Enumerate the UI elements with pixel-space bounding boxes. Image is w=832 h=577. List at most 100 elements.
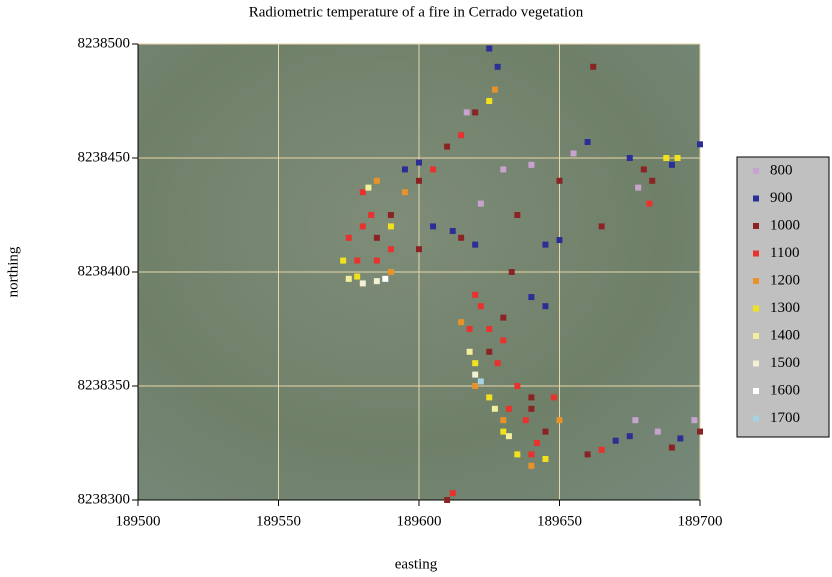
point: [632, 417, 639, 424]
point: [477, 303, 484, 310]
point: [646, 200, 653, 207]
point: [508, 269, 515, 275]
point: [528, 451, 535, 458]
point: [472, 360, 479, 367]
legend-label: 1700: [770, 410, 800, 426]
point: [472, 371, 479, 378]
point: [345, 275, 352, 282]
point: [491, 86, 498, 93]
point: [472, 383, 479, 389]
legend-label: 1300: [770, 300, 800, 316]
legend-label: 1500: [770, 355, 800, 371]
point: [584, 139, 591, 146]
point: [677, 435, 684, 442]
point: [663, 155, 670, 161]
point: [649, 177, 656, 184]
legend-swatch: [753, 333, 759, 339]
y-axis-label: northing: [5, 246, 21, 297]
point: [528, 294, 535, 301]
y-tick-label: 8238400: [78, 263, 131, 279]
point: [430, 223, 437, 230]
point: [458, 319, 465, 326]
legend-swatch: [753, 168, 759, 174]
legend-swatch: [753, 305, 759, 312]
point: [477, 200, 484, 207]
point: [486, 348, 493, 355]
y-tick-label: 8238300: [78, 491, 131, 507]
point: [691, 417, 698, 424]
point: [486, 326, 493, 332]
chart-title: Radiometric temperature of a fire in Cer…: [249, 4, 584, 20]
legend-swatch: [753, 278, 759, 284]
point: [382, 275, 389, 282]
point: [449, 490, 456, 497]
point: [612, 437, 619, 444]
point: [494, 63, 501, 70]
point: [491, 405, 498, 412]
point: [387, 223, 394, 230]
point: [444, 143, 451, 150]
point: [472, 291, 479, 298]
x-tick-label: 189550: [256, 513, 301, 529]
point: [359, 280, 366, 287]
point: [354, 257, 361, 264]
point: [522, 417, 529, 424]
point: [626, 155, 633, 161]
point: [416, 177, 422, 184]
point: [556, 177, 563, 184]
legend-swatch: [753, 223, 759, 229]
legend-label: 1600: [770, 382, 800, 398]
point: [500, 166, 507, 173]
legend-swatch: [753, 360, 759, 367]
point: [542, 241, 549, 248]
point: [556, 417, 563, 424]
point: [430, 166, 437, 173]
point: [373, 177, 380, 184]
point: [550, 394, 557, 401]
point: [368, 212, 375, 218]
point: [373, 257, 380, 264]
legend-label: 1000: [770, 217, 800, 233]
point: [354, 273, 361, 280]
point: [486, 45, 493, 52]
point: [654, 428, 661, 435]
point: [674, 155, 681, 161]
point: [359, 189, 366, 196]
point: [640, 166, 647, 173]
point: [500, 417, 507, 424]
point: [570, 150, 577, 157]
point: [416, 246, 422, 253]
point: [697, 428, 703, 435]
point: [542, 455, 549, 462]
point: [449, 227, 456, 234]
point: [416, 159, 422, 166]
point: [514, 451, 521, 458]
point: [401, 189, 408, 196]
point: [500, 337, 507, 344]
point: [466, 348, 473, 355]
point: [528, 462, 535, 469]
y-tick-label: 8238500: [78, 35, 131, 51]
point: [505, 405, 512, 412]
point: [373, 278, 380, 285]
legend-swatch: [753, 250, 759, 257]
point: [387, 269, 394, 275]
point: [458, 234, 465, 241]
point: [598, 446, 605, 453]
point: [365, 184, 372, 191]
legend-label: 800: [770, 162, 793, 178]
x-tick-label: 189500: [116, 513, 161, 529]
point: [697, 141, 703, 148]
point: [387, 246, 394, 253]
point: [345, 234, 352, 241]
legend-label: 1200: [770, 272, 800, 288]
point: [668, 161, 675, 168]
legend-swatch: [753, 388, 759, 394]
point: [458, 132, 465, 139]
x-tick-label: 189600: [397, 513, 442, 529]
point: [486, 98, 493, 104]
legend-box: [736, 156, 830, 438]
legend-swatch: [753, 415, 759, 422]
point: [590, 63, 597, 70]
